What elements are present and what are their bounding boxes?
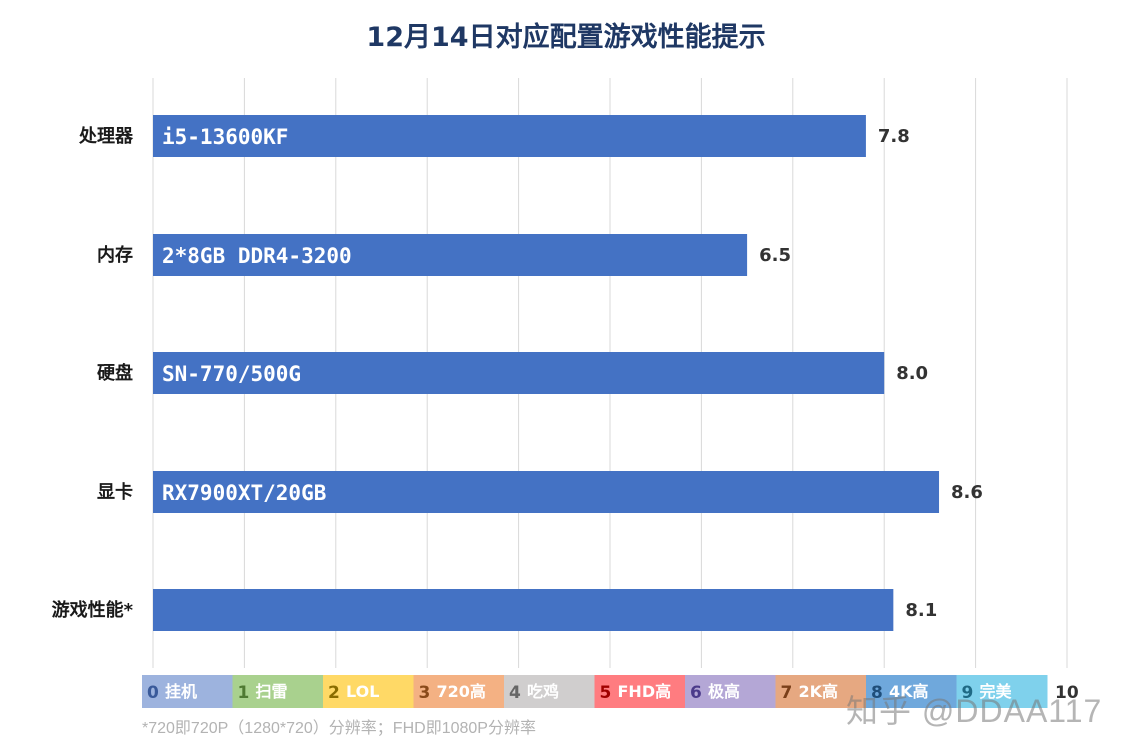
footnote: *720即720P（1280*720）分辨率；FHD即1080P分辨率 [142, 720, 536, 737]
category-label: 显卡 [97, 481, 133, 503]
legend-segment [685, 675, 776, 708]
legend-level-number: 7 [781, 683, 793, 703]
data-label: 7.8 [878, 126, 910, 147]
legend-scale: 0 挂机 1 扫雷 2 LOL 3 720高 4 吃鸡 5 FHD高 6 极高 7 2K高 8 4K高 9 完美 10 [142, 675, 1079, 708]
bar [153, 589, 894, 631]
category-label: 内存 [97, 244, 133, 266]
legend-segment [866, 675, 957, 708]
watermark: 知乎 @DDAA117 [846, 693, 1103, 729]
legend-level-number: 6 [690, 683, 702, 703]
bar [153, 115, 866, 157]
bar [153, 471, 940, 513]
category-label: 游戏性能* [52, 599, 134, 621]
data-label: 8.1 [905, 600, 937, 621]
category-label: 处理器 [78, 125, 134, 147]
category-label: 硬盘 [97, 362, 133, 384]
legend-level-label: FHD高 [618, 682, 672, 701]
legend-segment [323, 675, 414, 708]
legend-segment [413, 675, 505, 708]
legend-level-label: 扫雷 [256, 682, 288, 701]
bar-inner-label: 2*8GB DDR4-3200 [162, 244, 352, 268]
legend-level-label: 挂机 [165, 682, 197, 701]
data-label: 8.0 [896, 363, 928, 384]
bar [153, 352, 885, 394]
legend-level-number: 0 [147, 683, 159, 703]
legend-segment [232, 675, 324, 708]
legend-segment [142, 675, 233, 708]
legend-level-number: 5 [600, 683, 612, 703]
legend-level-label: 吃鸡 [527, 682, 559, 701]
legend-level-number: 8 [871, 683, 883, 703]
legend-segment [594, 675, 686, 708]
legend-level-label: 完美 [980, 682, 1013, 701]
bar-inner-label: RX7900XT/20GB [162, 481, 326, 505]
chart-title: 12月14日对应配置游戏性能提示 [366, 21, 765, 53]
data-label: 8.6 [951, 482, 983, 503]
legend-segment [956, 675, 1048, 708]
bar-inner-label: SN-770/500G [162, 362, 301, 386]
legend-level-number: 9 [962, 683, 974, 703]
legend-level-number: 1 [238, 683, 250, 703]
legend-end-number: 10 [1055, 683, 1079, 703]
legend-level-label: 4K高 [889, 682, 929, 701]
legend-segment [775, 675, 867, 708]
legend-level-number: 3 [419, 683, 431, 703]
legend-level-label: 极高 [708, 682, 740, 701]
legend-segment [504, 675, 595, 708]
legend-level-label: 720高 [437, 682, 486, 701]
legend-level-label: LOL [346, 682, 379, 701]
data-label: 6.5 [759, 245, 791, 266]
bar-inner-label: i5-13600KF [162, 125, 288, 149]
legend-level-number: 4 [509, 683, 521, 703]
legend-level-number: 2 [328, 683, 340, 703]
bar [153, 234, 748, 276]
bars: 处理器 i5-13600KF 7.8 内存 2*8GB DDR4-3200 6.5 硬盘 SN… [52, 115, 983, 631]
legend-level-label: 2K高 [799, 682, 839, 701]
